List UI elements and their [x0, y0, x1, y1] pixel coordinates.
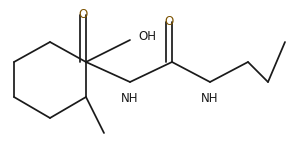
- Text: NH: NH: [121, 92, 139, 105]
- Text: NH: NH: [201, 92, 219, 105]
- Text: O: O: [164, 15, 174, 28]
- Text: OH: OH: [138, 29, 156, 42]
- Text: O: O: [78, 8, 88, 21]
